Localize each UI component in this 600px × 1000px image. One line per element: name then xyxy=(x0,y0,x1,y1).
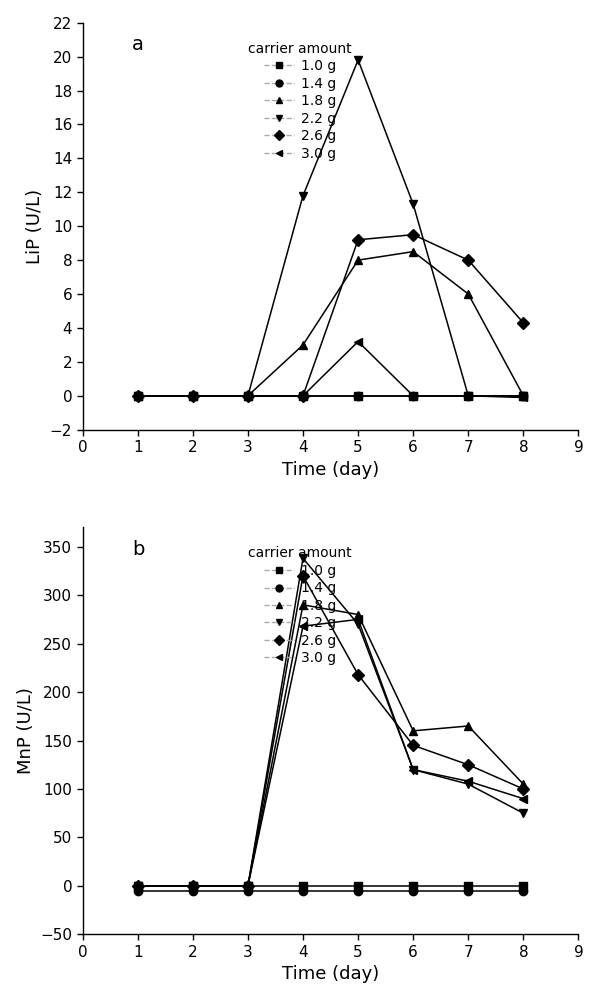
Legend: 1.0 g, 1.4 g, 1.8 g, 2.2 g, 2.6 g, 3.0 g: 1.0 g, 1.4 g, 1.8 g, 2.2 g, 2.6 g, 3.0 g xyxy=(248,42,352,161)
Text: b: b xyxy=(132,540,145,559)
Y-axis label: LiP (U/L): LiP (U/L) xyxy=(26,189,44,264)
X-axis label: Time (day): Time (day) xyxy=(282,461,379,479)
Y-axis label: MnP (U/L): MnP (U/L) xyxy=(17,687,35,774)
Legend: 1.0 g, 1.4 g, 1.8 g, 2.2 g, 2.6 g, 3.0 g: 1.0 g, 1.4 g, 1.8 g, 2.2 g, 2.6 g, 3.0 g xyxy=(248,546,352,665)
X-axis label: Time (day): Time (day) xyxy=(282,965,379,983)
Text: a: a xyxy=(132,35,144,54)
